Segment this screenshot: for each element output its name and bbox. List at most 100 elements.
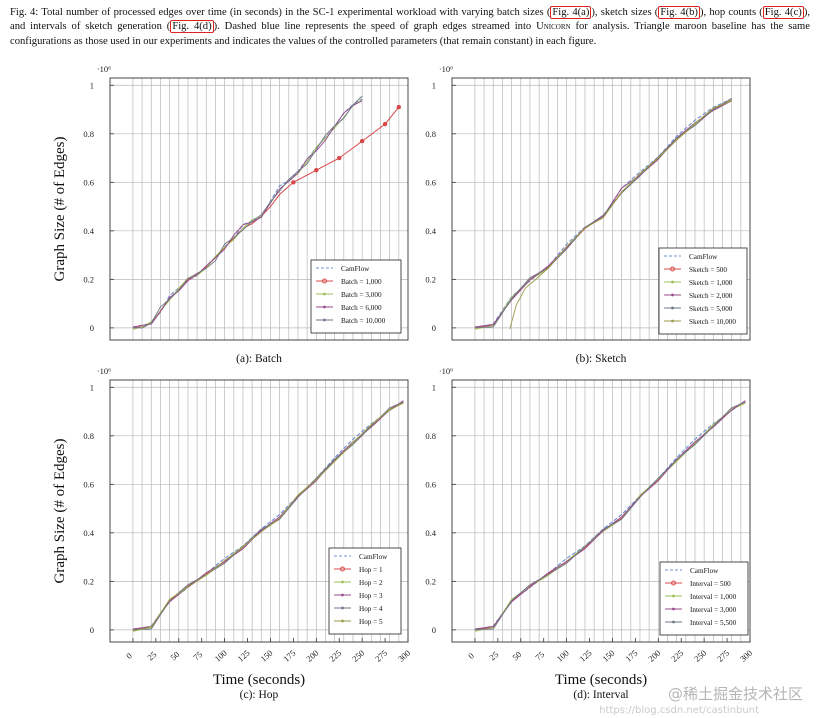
x-tick-label: 50	[168, 649, 181, 662]
y-tick-label: 0.6	[425, 177, 436, 187]
legend-label: Hop = 1	[359, 566, 383, 574]
legend-box	[328, 547, 402, 635]
series-line-interval-5-500	[474, 401, 746, 630]
x-tick-label: 125	[577, 648, 593, 664]
x-tick-label: 225	[669, 648, 685, 664]
y-tick-label: 0.8	[425, 129, 436, 139]
ref-fig-4b[interactable]: Fig. 4(b)	[658, 6, 700, 19]
legend-label: Interval = 500	[690, 580, 731, 588]
legend-label: CamFlow	[341, 265, 370, 273]
x-tick-label: 300	[738, 648, 754, 664]
panel-b: 0 0.2 0.4 0.6 0.8 1·10⁶ (b): Sketch CamFlow Sket…	[425, 64, 751, 365]
legend-label: Sketch = 5,000	[689, 305, 733, 313]
series-line-hop-3	[132, 400, 404, 630]
series-line-hop-5	[132, 402, 404, 632]
y-tick-label: 0	[432, 323, 436, 333]
legend-label: Hop = 4	[359, 605, 383, 613]
legend-label: Batch = 3,000	[341, 291, 382, 299]
caption-text: for analysis. Triangle maroon baseline h…	[10, 21, 810, 47]
legend-marker	[341, 619, 344, 623]
y-tick-label: 0.4	[83, 226, 94, 236]
series-line-sketch-10-000	[509, 100, 732, 330]
y-multiplier: ·10⁶	[97, 64, 111, 74]
plot-frame	[451, 379, 751, 643]
legend-marker	[672, 620, 675, 624]
x-tick-label: 100	[213, 648, 229, 664]
caption-text: Fig. 4: Total number of processed edges …	[10, 7, 551, 18]
plot-frame	[451, 77, 751, 341]
legend-marker	[671, 280, 674, 284]
y-multiplier: ·10⁶	[439, 366, 453, 376]
series-point	[396, 104, 402, 110]
legend-box	[659, 561, 749, 636]
x-axis-label: Time (seconds)	[213, 672, 305, 688]
legend-label: Interval = 3,000	[690, 606, 737, 614]
y-tick-label: 0.6	[83, 479, 94, 489]
y-tick-label: 0	[432, 625, 436, 635]
x-tick-label: 200	[646, 648, 662, 664]
x-tick-label: 150	[600, 648, 616, 664]
y-multiplier: ·10⁶	[439, 64, 453, 74]
y-multiplier: ·10⁶	[97, 366, 111, 376]
x-tick-label: 25	[145, 649, 158, 662]
series-line-batch-10-000	[132, 95, 363, 329]
legend-box	[658, 247, 748, 335]
legend-marker	[340, 566, 345, 572]
legend-label: Sketch = 10,000	[689, 318, 736, 326]
series-line-sketch-2-000	[474, 100, 732, 328]
legend-label: CamFlow	[359, 553, 388, 561]
legend-marker	[341, 580, 344, 584]
watermark: @稀土掘金技术社区	[667, 685, 803, 703]
caption-unicorn: Unicorn	[536, 21, 571, 33]
caption-text: ), sketch sizes (	[591, 7, 659, 18]
x-tick-label: 175	[281, 648, 297, 664]
legend-label: Batch = 10,000	[341, 317, 386, 325]
ref-fig-4d[interactable]: Fig. 4(d)	[170, 20, 214, 34]
legend-marker	[323, 305, 326, 309]
y-tick-label: 0	[90, 625, 94, 635]
legend-marker	[322, 278, 327, 284]
x-tick-label: 100	[555, 648, 571, 664]
legend-marker	[323, 318, 326, 322]
series-point	[314, 167, 319, 173]
y-tick-label: 1	[90, 382, 94, 392]
x-tick-label: 75	[191, 649, 204, 662]
legend-box	[310, 259, 402, 334]
panel-subcaption: (c): Hop	[240, 689, 279, 701]
ref-fig-4a[interactable]: Fig. 4(a)	[550, 6, 592, 19]
legend-marker	[671, 306, 674, 310]
panel-c: 0 0.2 0.4 0.6 0.8 1·10⁶ 0 25 50 75 100 125 150 175 200…	[52, 366, 412, 701]
caption-text: ). Dashed blue line represents the speed…	[213, 21, 537, 33]
series-point	[291, 180, 296, 185]
legend-marker	[672, 607, 675, 611]
series-line-batch-6-000	[132, 100, 363, 328]
y-tick-label: 0.2	[83, 274, 94, 284]
x-tick-label: 250	[692, 648, 708, 664]
x-tick-label: 25	[487, 649, 500, 662]
x-tick-label: 150	[258, 648, 274, 664]
x-tick-label: 275	[715, 648, 731, 664]
y-tick-label: 0.4	[83, 528, 94, 538]
legend-label: Hop = 3	[359, 592, 383, 600]
x-tick-label: 175	[623, 648, 639, 664]
caption-text: ), hop counts (	[699, 7, 763, 18]
y-tick-label: 0.2	[83, 576, 94, 586]
legend-label: Interval = 5,500	[690, 619, 737, 627]
legend-label: Batch = 1,000	[341, 278, 382, 286]
legend-marker	[672, 594, 675, 598]
panel-subcaption: (a): Batch	[236, 353, 282, 365]
x-tick-label: 75	[533, 649, 546, 662]
legend-marker	[670, 266, 675, 272]
legend-label: Hop = 5	[359, 618, 383, 626]
legend-label: CamFlow	[689, 253, 718, 261]
legend-marker	[671, 580, 676, 586]
y-tick-label: 0.8	[83, 431, 94, 441]
y-tick-label: 0.2	[425, 576, 436, 586]
y-tick-label: 0.6	[83, 177, 94, 187]
ref-fig-4c[interactable]: Fig. 4(c)	[762, 6, 804, 19]
x-tick-label: 0	[124, 651, 134, 661]
legend-label: Sketch = 500	[689, 266, 727, 274]
x-tick-label: 250	[350, 648, 366, 664]
plot-frame	[109, 379, 409, 643]
